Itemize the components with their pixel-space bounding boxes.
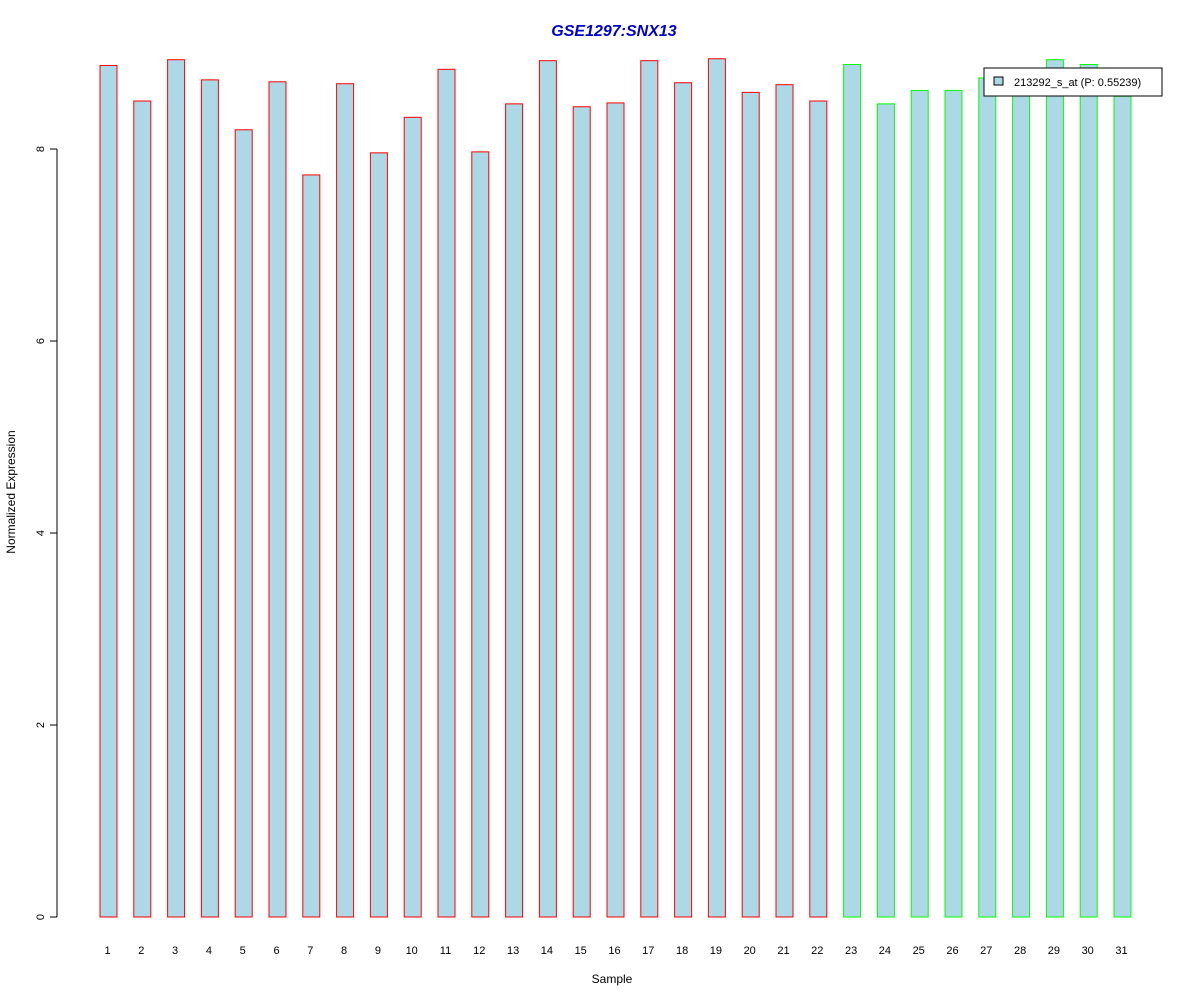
x-tick-label: 18 [676,945,688,957]
bar-sample-31 [1113,95,1132,918]
bar-sample-17 [640,60,659,918]
x-tick-label: 24 [879,945,891,957]
x-tick-label: 21 [777,945,789,957]
bars-group [99,58,1132,918]
y-axis-ticks: 0 2 4 6 8 [35,146,57,920]
x-tick-label: 25 [913,945,925,957]
bar-sample-19 [707,58,726,918]
bar-sample-4 [200,79,219,918]
x-tick-label: 16 [608,945,620,957]
x-tick-label: 30 [1082,945,1094,957]
bar-sample-30 [1079,64,1098,918]
x-tick-label: 12 [473,945,485,957]
y-tick-label: 6 [35,338,47,344]
bar-sample-24 [876,103,895,918]
x-tick-label: 10 [406,945,418,957]
bar-sample-29 [1045,59,1064,918]
x-tick-label: 14 [541,945,553,957]
bar-sample-20 [741,91,760,918]
bar-sample-15 [572,106,591,918]
x-axis-title: Sample [592,972,633,986]
chart-title: GSE1297:SNX13 [551,23,677,40]
x-tick-label: 8 [341,945,347,957]
bar-sample-6 [268,81,287,918]
x-tick-label: 7 [307,945,313,957]
bar-sample-8 [336,83,355,918]
bar-sample-23 [843,64,862,918]
x-tick-label: 23 [845,945,857,957]
x-tick-label: 4 [206,945,212,957]
y-tick-label: 2 [35,722,47,728]
bar-sample-22 [809,100,828,918]
x-tick-label: 6 [273,945,279,957]
legend-swatch [993,76,1004,86]
x-tick-label: 17 [642,945,654,957]
x-tick-label: 28 [1014,945,1026,957]
x-tick-label: 19 [710,945,722,957]
bar-sample-16 [606,102,625,918]
bar-sample-5 [234,129,253,918]
y-axis-title: Normalized Expression [4,430,18,553]
x-tick-label: 11 [440,945,451,957]
y-tick-label: 4 [35,530,47,536]
bar-sample-9 [369,152,388,918]
x-axis-labels: 1 2 3 4 5 6 7 8 9 10 11 12 13 14 15 16 17 18 19 20 21 22 23 24 2… [104,945,1127,957]
bar-sample-26 [944,89,963,918]
x-tick-label: 27 [980,945,992,957]
bar-sample-3 [167,59,186,918]
bar-sample-25 [910,89,929,918]
x-tick-label: 5 [240,945,246,957]
x-tick-label: 13 [507,945,519,957]
bar-sample-14 [538,60,557,918]
x-tick-label: 29 [1048,945,1060,957]
y-tick-label: 8 [35,146,47,152]
bar-sample-10 [403,116,422,918]
x-tick-label: 22 [811,945,823,957]
legend-label: 213292_s_at (P: 0.55239) [1014,77,1141,89]
x-tick-label: 20 [744,945,756,957]
x-tick-label: 31 [1115,945,1127,957]
x-tick-label: 9 [375,945,381,957]
legend: 213292_s_at (P: 0.55239) [983,67,1163,97]
bar-sample-21 [775,84,794,918]
bar-sample-13 [505,103,524,918]
x-tick-label: 26 [946,945,958,957]
y-tick-label: 0 [35,914,47,920]
bar-sample-12 [471,151,490,918]
bar-sample-2 [133,100,152,918]
bar-sample-27 [978,77,997,918]
bar-sample-28 [1012,70,1031,918]
x-tick-label: 2 [138,945,144,957]
x-tick-label: 1 [104,945,110,957]
x-tick-label: 3 [172,945,178,957]
bar-sample-7 [302,174,321,918]
bar-sample-11 [437,68,456,918]
x-tick-label: 15 [575,945,587,957]
bar-sample-18 [674,82,693,918]
legend-box [983,67,1163,97]
bar-sample-1 [99,64,118,918]
